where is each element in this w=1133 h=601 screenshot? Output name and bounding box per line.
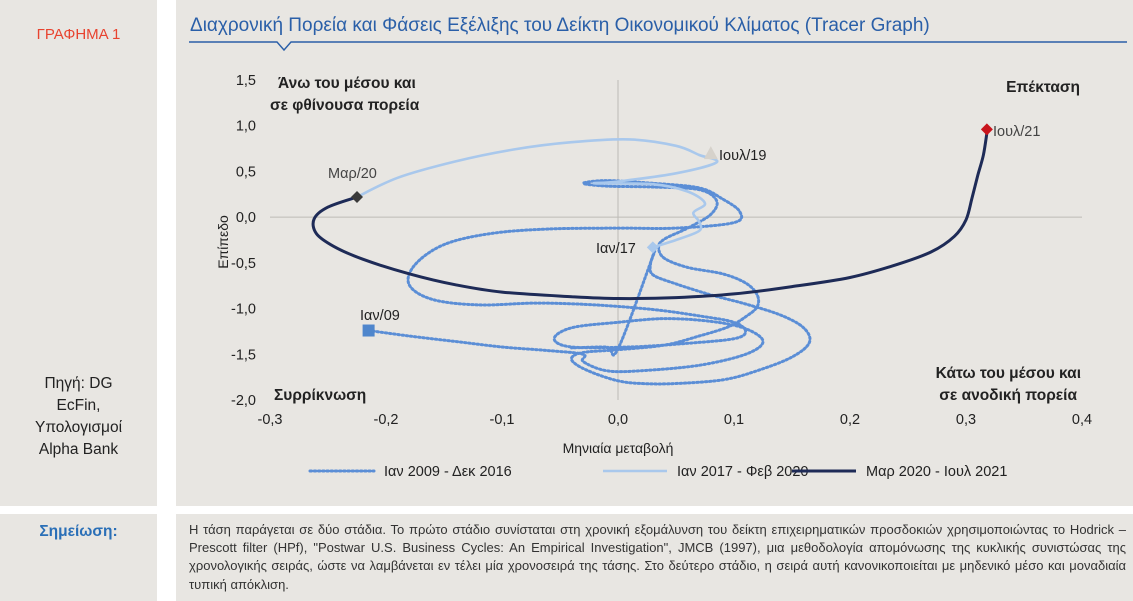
quadrant-label-top-left: Άνω του μέσου και [278,75,416,92]
marker-diamond [646,241,659,254]
marker-diamond [980,123,993,136]
series-line-3 [311,132,989,301]
note-panel [176,514,1133,601]
y-tick-label: -1,5 [231,347,256,363]
label-panel [0,0,157,506]
source-line: Υπολογισμοί [34,419,123,436]
chart-title: Διαχρονική Πορεία και Φάσεις Εξέλιξης το… [190,15,930,36]
x-tick-label: 0,1 [724,412,744,428]
y-axis-title: Επίπεδο [215,215,231,269]
note-text: Η τάση παράγεται σε δύο στάδια. Το πρώτο… [189,522,1126,592]
quadrant-label-top-right: Επέκταση [1006,79,1080,96]
y-tick-label: -2,0 [231,393,256,409]
marker-diamond [351,191,363,204]
y-tick-label: -1,0 [231,302,256,318]
legend-label: Ιαν 2009 - Δεκ 2016 [384,464,512,480]
x-tick-label: 0,3 [956,412,976,428]
x-tick-label: -0,3 [258,412,283,428]
tracer-chart: -0,3 -0,2 -0,1 0,0 0,1 0,2 0,3 0,4 1,5 1,0 0,5 0,0 -… [215,73,1092,480]
legend-label: Μαρ 2020 - Ιουλ 2021 [866,464,1007,480]
quadrant-label-top-left: σε φθίνουσα πορεία [270,97,420,114]
x-tick-label: 0,2 [840,412,860,428]
x-tick-label: -0,2 [374,412,399,428]
point-label: Ιαν/09 [360,308,400,324]
figure-label: ΓΡΑΦΗΜΑ 1 [36,26,121,43]
quadrant-label-bottom-right: σε ανοδική πορεία [939,387,1077,404]
x-tick-label: -0,1 [490,412,515,428]
x-tick-label: 0,4 [1072,412,1092,428]
source-line: Πηγή: DG [44,375,113,392]
quadrant-label-bottom-left: Συρρίκνωση [274,387,366,404]
source-text: Πηγή: DG EcFin, Υπολογισμοί Alpha Bank [0,373,157,461]
legend-label: Ιαν 2017 - Φεβ 2020 [677,464,809,480]
y-tick-label: -0,5 [231,256,256,272]
source-line: EcFin, [56,397,101,414]
y-tick-label: 1,0 [236,119,256,135]
series-line-2 [356,137,719,249]
note-label-panel [0,514,157,601]
point-label: Ιαν/17 [596,241,636,257]
x-axis-title: Μηνιαία μεταβολή [563,440,674,456]
note-label: Σημείωση: [39,523,118,540]
x-tick-label: 0,0 [608,412,628,428]
point-label: Ιουλ/21 [993,124,1040,140]
y-tick-label: 1,5 [236,73,256,89]
point-label: Ιουλ/19 [719,148,766,164]
marker-triangle [703,146,718,160]
quadrant-label-bottom-right: Κάτω του μέσου και [936,365,1081,382]
y-tick-label: 0,0 [236,210,256,226]
point-label: Μαρ/20 [328,166,377,182]
title-underline [189,41,1127,52]
y-tick-label: 0,5 [236,164,256,180]
marker-square [362,324,375,337]
series-line-1 [367,179,812,386]
source-line: Alpha Bank [38,441,119,458]
